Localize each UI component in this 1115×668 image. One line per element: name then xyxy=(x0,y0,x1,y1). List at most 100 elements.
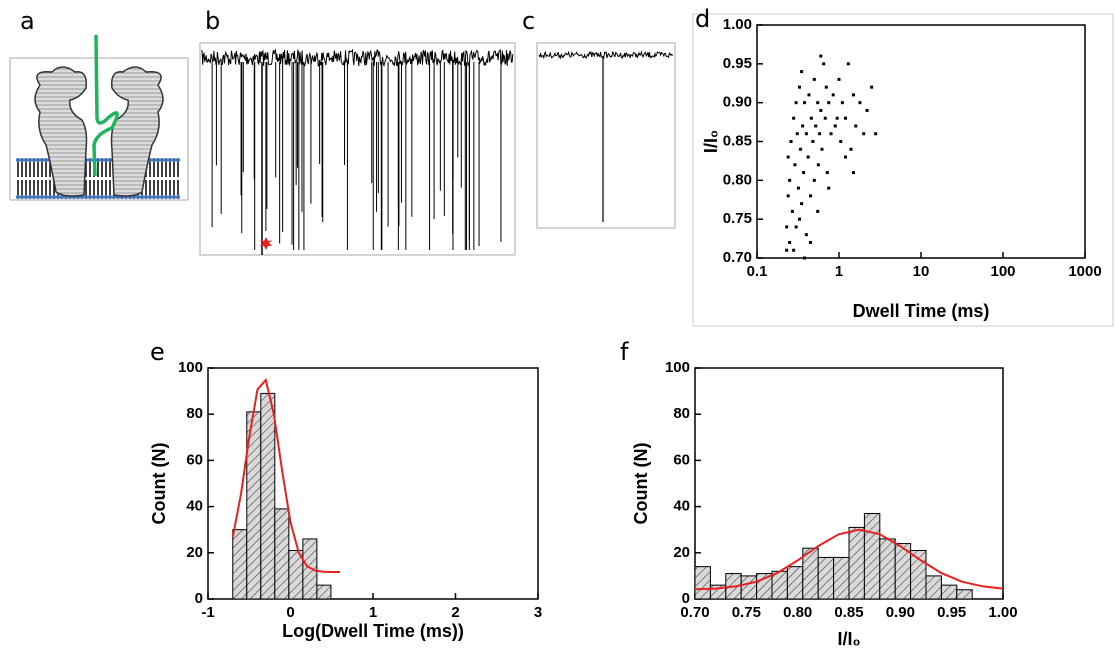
lipid-head xyxy=(112,195,116,199)
x-axis-title: Dwell Time (ms) xyxy=(853,301,990,321)
plot-frame xyxy=(756,24,1086,259)
lipid-head xyxy=(140,195,144,199)
point xyxy=(794,225,798,229)
x-tick-label: 0.70 xyxy=(680,604,709,621)
lipid-head xyxy=(44,158,48,162)
lipid-head xyxy=(100,195,104,199)
y-tick-label: 100 xyxy=(178,359,203,376)
x-tick-label: 10 xyxy=(913,263,930,280)
lipid-head xyxy=(160,158,164,162)
point xyxy=(874,132,878,136)
point xyxy=(785,248,789,252)
y-tick-label: 80 xyxy=(186,405,203,422)
point xyxy=(846,62,850,66)
y-tick-label: 40 xyxy=(186,498,203,515)
point xyxy=(825,171,829,175)
lipid-head xyxy=(148,195,152,199)
point xyxy=(809,116,813,120)
x-tick-label: 0.1 xyxy=(747,263,768,280)
lipid-head xyxy=(160,195,164,199)
panel-label: a xyxy=(20,7,35,35)
point xyxy=(800,202,804,206)
point xyxy=(816,163,820,167)
point xyxy=(801,124,805,128)
lipid-head xyxy=(52,195,56,199)
fit-curve xyxy=(694,528,1004,591)
point xyxy=(786,155,790,159)
point xyxy=(796,186,800,190)
lipid-head xyxy=(100,158,104,162)
point xyxy=(785,225,789,229)
point xyxy=(795,132,799,136)
y-axis-title: I/I₀ xyxy=(701,130,721,153)
trace-noise xyxy=(538,50,674,60)
y-axis-title: Count (N) xyxy=(149,443,169,525)
lipid-head xyxy=(32,195,36,199)
lipid-head xyxy=(168,158,172,162)
point xyxy=(794,101,798,105)
lipid-head xyxy=(20,158,24,162)
point xyxy=(790,209,794,213)
point xyxy=(816,101,820,105)
panel-label: f xyxy=(620,338,629,366)
bar xyxy=(771,570,788,600)
panel-frame xyxy=(692,13,1114,327)
lipid-head xyxy=(20,195,24,199)
x-tick-label: 0.75 xyxy=(732,604,761,621)
point xyxy=(798,85,802,89)
point xyxy=(786,194,790,198)
y-tick-label: 1.00 xyxy=(723,16,752,33)
y-tick-label: 60 xyxy=(186,451,203,468)
point xyxy=(789,140,793,143)
point xyxy=(829,132,833,136)
panel-frame xyxy=(536,42,676,229)
y-tick-label: 0.85 xyxy=(723,132,752,149)
bar xyxy=(879,538,896,600)
lipid-head xyxy=(156,158,160,162)
lipid-head xyxy=(164,158,168,162)
y-tick-label: 0 xyxy=(195,590,203,607)
point xyxy=(823,116,827,120)
y-tick-label: 20 xyxy=(673,544,690,561)
lipid-head xyxy=(172,195,176,199)
point xyxy=(800,70,804,74)
current-trace xyxy=(201,48,514,255)
bar xyxy=(817,556,835,600)
lipid-head xyxy=(16,195,20,199)
point xyxy=(831,93,835,97)
x-tick-label: 1 xyxy=(835,263,843,280)
point xyxy=(792,248,796,252)
point xyxy=(822,62,826,66)
y-tick-label: 40 xyxy=(673,498,690,515)
lipid-head xyxy=(144,195,148,199)
lipid-head xyxy=(164,195,168,199)
x-tick-label: 1 xyxy=(369,604,377,621)
point xyxy=(833,124,837,128)
lipid-head xyxy=(176,158,180,162)
point xyxy=(843,116,847,120)
bar xyxy=(910,549,927,600)
bar xyxy=(786,566,804,600)
point xyxy=(804,132,808,136)
point xyxy=(816,209,820,213)
point xyxy=(804,233,808,237)
y-axis-title: Count (N) xyxy=(631,443,651,525)
lipid-head xyxy=(32,158,36,162)
point xyxy=(870,85,874,89)
point xyxy=(851,93,855,97)
point xyxy=(839,140,843,143)
lipid-head xyxy=(88,158,92,162)
point xyxy=(818,132,822,136)
y-tick-label: 20 xyxy=(186,544,203,561)
bar xyxy=(316,584,332,600)
lipid-head xyxy=(152,195,156,199)
lipid-head xyxy=(152,158,156,162)
y-tick-label: 0.70 xyxy=(723,249,752,266)
bar xyxy=(740,575,758,600)
point xyxy=(792,116,796,120)
lipid-head xyxy=(92,195,96,199)
point xyxy=(843,155,847,159)
bar xyxy=(863,513,881,600)
point xyxy=(812,178,816,182)
